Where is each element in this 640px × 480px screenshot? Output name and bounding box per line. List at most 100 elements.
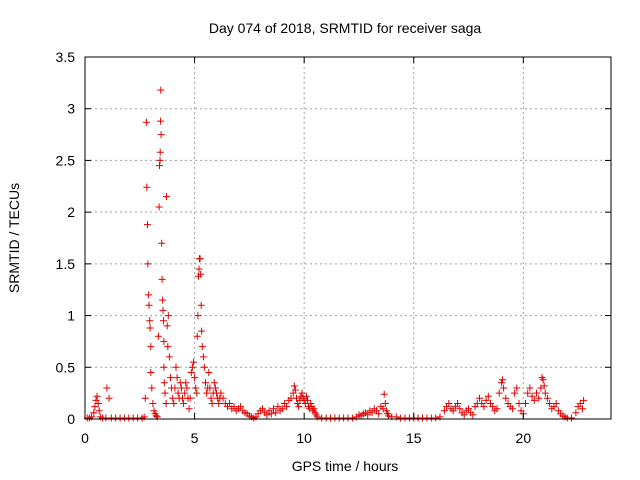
data-point — [259, 405, 266, 413]
data-point — [95, 407, 103, 415]
data-point — [572, 409, 580, 417]
y-axis: 0 0.5 1 1.5 2 2.5 3 3.5 — [56, 49, 611, 427]
data-point — [180, 400, 188, 407]
data-point — [385, 412, 392, 420]
y-tick-label: 2.5 — [56, 152, 76, 168]
data-point — [445, 400, 453, 407]
data-point — [210, 379, 218, 387]
y-tick-label: 0 — [67, 411, 75, 427]
data-point — [165, 353, 173, 361]
data-point — [535, 394, 543, 402]
data-point — [162, 400, 170, 407]
data-point — [94, 400, 102, 407]
y-tick-label: 3 — [67, 101, 75, 117]
data-point — [449, 407, 457, 415]
data-point — [164, 343, 172, 351]
data-point — [169, 394, 177, 402]
data-point — [304, 396, 311, 404]
data-point — [500, 384, 508, 392]
data-point — [493, 405, 501, 413]
data-point — [145, 301, 153, 309]
x-axis: 0 5 10 15 20 — [81, 57, 531, 446]
data-point — [160, 337, 168, 345]
x-axis-label: GPS time / hours — [292, 458, 399, 474]
data-point — [154, 332, 162, 340]
data-point — [194, 312, 202, 320]
data-point — [146, 324, 154, 332]
data-point — [440, 407, 448, 415]
data-point — [173, 374, 181, 382]
data-point — [142, 118, 150, 126]
plot-frame — [84, 56, 612, 420]
data-point — [147, 343, 155, 351]
data-point — [144, 260, 152, 268]
data-point — [170, 400, 178, 407]
data-point — [188, 363, 196, 371]
data-point — [203, 389, 211, 397]
data-point — [543, 394, 551, 402]
data-point — [364, 411, 372, 419]
data-point — [310, 405, 318, 413]
data-point — [183, 384, 191, 392]
data-point — [307, 400, 315, 407]
data-point — [290, 382, 298, 390]
data-point — [298, 389, 306, 397]
data-point — [530, 396, 538, 404]
y-tick-label: 1 — [67, 308, 75, 324]
data-point — [157, 117, 165, 125]
data-point — [497, 379, 505, 387]
data-point — [181, 389, 189, 397]
y-tick-label: 0.5 — [56, 359, 76, 375]
data-point — [524, 389, 532, 397]
data-point — [143, 183, 151, 191]
data-point — [163, 193, 170, 201]
chart-title: Day 074 of 2018, SRMTID for receiver sag… — [209, 20, 482, 36]
data-point — [270, 405, 277, 413]
data-point — [295, 403, 303, 411]
data-point — [580, 396, 588, 404]
data-point — [546, 400, 554, 407]
data-point — [541, 389, 549, 397]
data-point — [454, 400, 462, 407]
x-tick-label: 20 — [516, 430, 532, 446]
data-point — [230, 403, 238, 411]
data-point — [217, 389, 225, 397]
data-point — [91, 403, 99, 411]
data-point — [202, 379, 209, 387]
data-point — [145, 291, 153, 299]
data-point — [515, 400, 523, 407]
data-point — [164, 312, 172, 320]
data-point — [237, 403, 245, 411]
x-tick-label: 5 — [191, 430, 199, 446]
data-point — [576, 400, 584, 407]
data-point — [540, 382, 548, 390]
data-point — [144, 221, 151, 229]
data-point — [174, 389, 182, 397]
data-point — [191, 374, 199, 382]
data-point — [484, 392, 492, 400]
data-point — [460, 411, 468, 419]
data-point — [267, 410, 275, 418]
data-point — [263, 411, 271, 419]
data-point — [159, 306, 167, 314]
data-point — [302, 392, 310, 400]
data-point — [495, 389, 503, 397]
data-point — [272, 409, 280, 417]
x-tick-label: 15 — [406, 430, 422, 446]
y-tick-label: 1.5 — [56, 256, 76, 272]
data-point — [197, 301, 205, 309]
data-point — [152, 412, 160, 420]
data-point — [160, 379, 168, 387]
data-point — [157, 86, 165, 94]
data-point — [480, 403, 488, 411]
data-point — [283, 403, 291, 411]
data-point — [382, 407, 390, 415]
data-point — [513, 384, 521, 392]
data-point — [167, 374, 174, 382]
x-tick-label: 0 — [81, 430, 89, 446]
data-point — [149, 400, 157, 407]
data-point — [160, 363, 168, 371]
data-point — [208, 400, 216, 407]
data-point — [375, 410, 383, 418]
